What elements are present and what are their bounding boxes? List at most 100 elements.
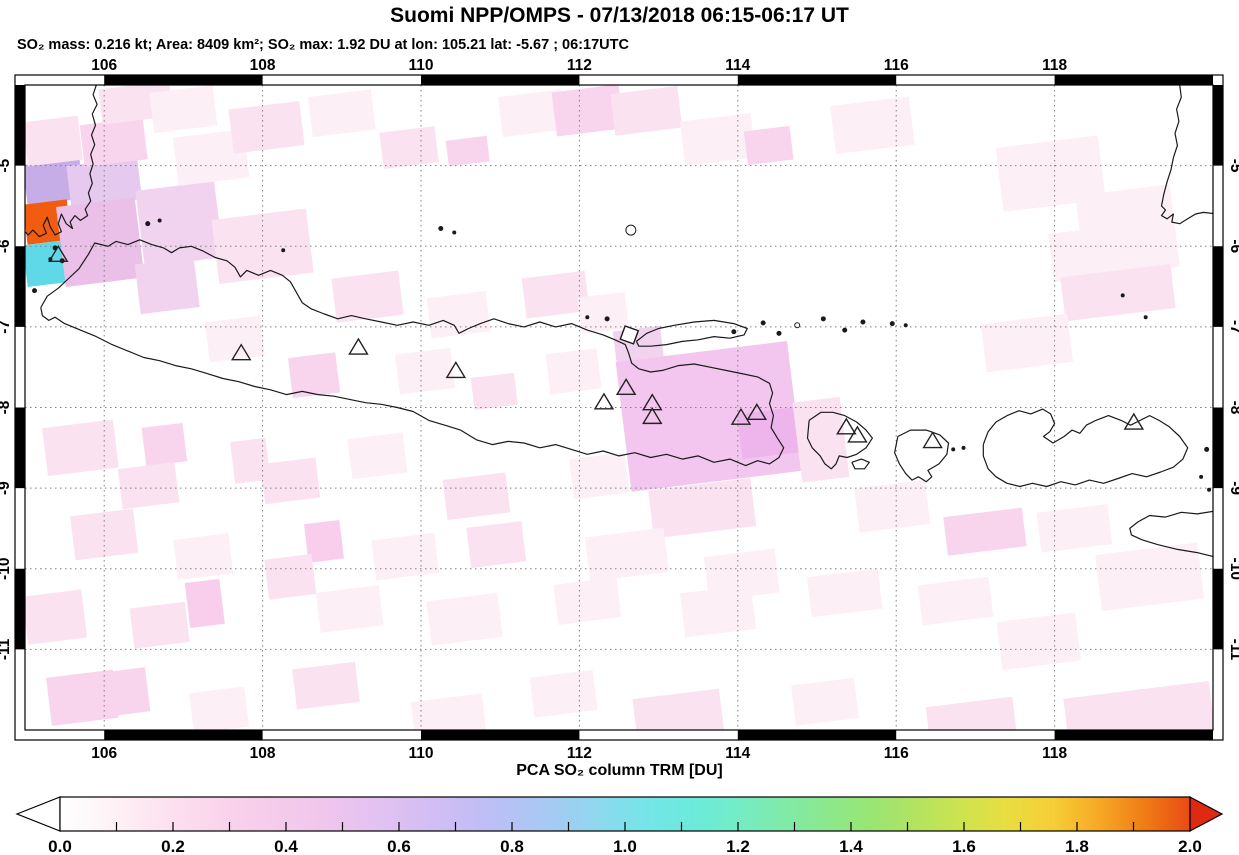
so2-patch [70,508,139,561]
lon-tick-label-top: 116 [884,57,909,74]
so2-patch [1060,263,1176,322]
so2-patch-layer [25,85,1213,730]
island [145,221,151,227]
so2-patch [307,89,376,138]
so2-patch [46,669,119,726]
lon-tick-label-top: 112 [567,57,592,74]
so2-patch [743,125,794,166]
so2-patch [426,592,503,646]
colorbar-left-arrow [15,796,61,832]
so2-patch [379,126,439,169]
island [776,330,782,336]
so2-patch [331,270,404,323]
island [760,320,766,326]
so2-patch [172,129,250,186]
volcano-marker [746,402,768,421]
island [281,248,286,253]
so2-patch [135,181,224,267]
colorbar [15,796,1224,832]
so2-patch [25,115,83,167]
so2-patch [442,472,511,521]
volcano-marker [230,343,252,361]
so2-patch [925,696,1018,730]
colorbar-tick-label: 2.0 [1178,837,1202,855]
island [32,288,38,294]
plot-title: Suomi NPP/OMPS - 07/13/2018 06:15-06:17 … [390,4,849,27]
so2-patch [610,85,683,136]
island [951,447,956,452]
volcano-marker [615,377,637,396]
island [1207,487,1212,492]
so2-patch [410,693,487,730]
frame-segment-top [1054,75,1213,85]
island [157,218,162,223]
island [731,329,737,335]
coastline-sumatra-south-tip [25,85,98,238]
lon-tick-label-bottom: 106 [91,745,117,762]
frame-segment-bottom [1054,730,1213,740]
lon-tick-label-bottom: 118 [1042,745,1067,762]
so2-patch [569,452,630,500]
so2-patch [648,478,757,539]
lon-tick-label-top: 114 [725,57,750,74]
colorbar-tick-label: 0.4 [274,837,298,855]
colorbar-right-arrow [1189,796,1224,832]
coastline-bali [806,411,874,470]
frame-segment-top [104,75,263,85]
island [452,230,457,235]
so2-patch [806,568,883,618]
so2-patch [553,577,622,625]
frame-segment-bottom [737,730,897,740]
so2-patch [105,667,151,717]
so2-patch [42,419,119,477]
so2-patch [736,407,799,460]
so2-patch [980,313,1074,373]
station-marker [619,325,640,345]
so2-patch [204,315,265,363]
volcano-marker [730,407,752,425]
so2-patch [943,507,1027,556]
so2-patch [1095,542,1205,612]
so2-patch [791,677,859,726]
so2-patch [230,437,271,484]
lon-tick-label-bottom: 116 [884,745,909,762]
volcano-marker [642,407,663,425]
so2-patch [56,197,145,288]
frame-inner [24,84,1214,731]
island [794,322,801,329]
so2-patch [371,532,440,581]
lat-tick-label-left: -9 [0,481,13,495]
volcano-marker [48,244,69,263]
island [1204,446,1210,452]
so2-patch [521,270,590,319]
so2-patch [134,257,200,315]
volcano-marker [593,392,615,410]
lat-tick-label-right: -11 [1227,639,1239,661]
so2-patch [679,113,757,166]
island [604,316,610,322]
so2-patch [189,686,250,730]
so2-patch [184,578,225,628]
coastline-sumbawa [982,408,1189,488]
frame-segment-right [1213,407,1223,489]
lon-tick-label-top: 118 [1042,57,1067,74]
so2-patch [1063,680,1213,730]
island [625,224,637,236]
lat-tick-label-right: -7 [1227,320,1239,334]
volcano-layer [48,244,1145,449]
island [903,323,908,328]
so2-patch [551,85,624,137]
lat-tick-label-left: -11 [0,638,13,660]
frame-segment-left [15,246,25,327]
island [438,226,444,232]
island [1199,474,1204,479]
so2-patch [347,432,408,480]
colorbar-tick-label: 1.6 [952,837,976,855]
lat-tick-label-left: -6 [0,239,13,253]
volcano-marker [836,417,857,435]
lat-tick-label-left: -7 [0,320,13,334]
so2-patch [228,100,305,154]
frame-segment-left [15,85,25,166]
